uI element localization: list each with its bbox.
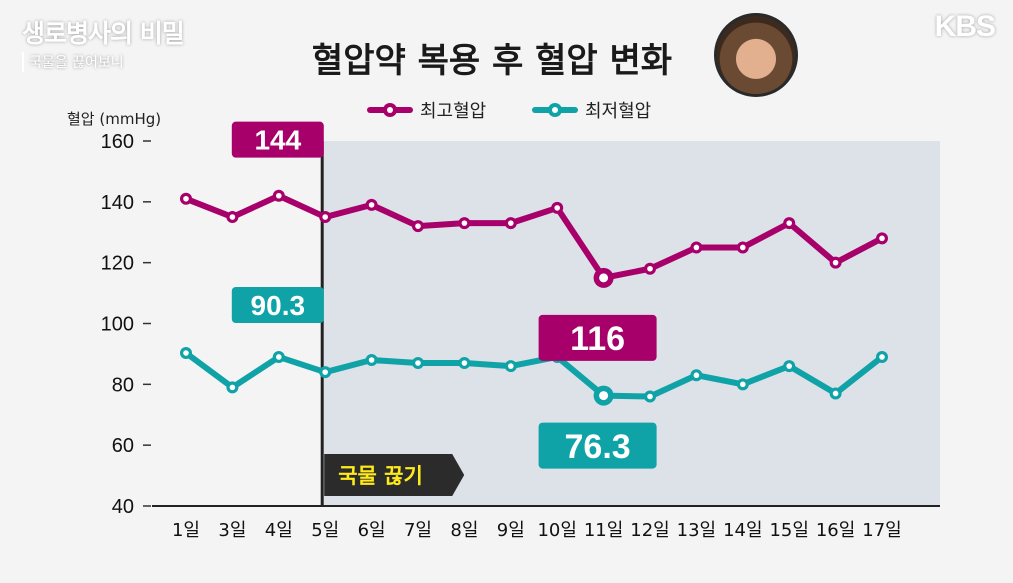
x-tick-label: 10일 xyxy=(537,520,576,541)
data-point-center xyxy=(322,214,329,220)
chart-title: 혈압약 복용 후 혈압 변화 xyxy=(312,41,672,81)
data-point-center xyxy=(599,391,609,401)
x-tick-label: 14일 xyxy=(723,520,762,541)
data-point-center xyxy=(693,244,700,251)
data-point-center xyxy=(415,360,421,366)
data-point-center xyxy=(183,350,189,356)
series-line xyxy=(183,192,885,281)
x-tick-label: 12일 xyxy=(630,520,669,541)
legend-label: 최고혈압 xyxy=(420,101,486,122)
x-tick-label: 13일 xyxy=(677,520,716,541)
value-callout: 90.3 xyxy=(251,290,306,321)
y-tick-label: 100 xyxy=(101,314,134,336)
value-callout-box xyxy=(231,121,324,158)
value-callout-box xyxy=(538,422,657,469)
data-point-center xyxy=(461,220,468,226)
x-tick-label: 5일 xyxy=(311,520,339,541)
data-point-center xyxy=(322,369,329,375)
data-point-center xyxy=(740,381,746,388)
data-point-center xyxy=(368,357,375,363)
data-point-center xyxy=(368,202,375,208)
data-point-center xyxy=(693,372,700,379)
data-point-center xyxy=(508,363,514,369)
x-tick-label: 6일 xyxy=(358,520,386,541)
x-tick-label: 17일 xyxy=(862,520,901,541)
x-tick-label: 16일 xyxy=(816,520,855,541)
data-point-center xyxy=(276,192,282,199)
data-point-center xyxy=(554,205,560,211)
x-tick-label: 11일 xyxy=(584,520,623,541)
y-tick-label: 160 xyxy=(101,131,134,153)
x-tick-label: 8일 xyxy=(450,520,478,541)
y-tick-label: 40 xyxy=(112,496,134,518)
x-tick-label: 4일 xyxy=(265,520,293,541)
y-tick-label: 60 xyxy=(112,435,134,457)
marker-label: 국물 끊기 xyxy=(338,464,423,488)
value-callout: 116 xyxy=(570,320,625,358)
program-title: 생로병사의 비밀 xyxy=(22,19,185,48)
data-point-center xyxy=(879,235,885,242)
program-logo: 생로병사의 비밀 국물을 끊어보니 xyxy=(22,14,185,72)
data-point-center xyxy=(832,259,839,266)
legend-label: 최저혈압 xyxy=(585,101,651,122)
data-point-center xyxy=(415,223,421,229)
series-line xyxy=(183,350,885,400)
x-tick-label: 7일 xyxy=(404,520,432,541)
value-callout-box xyxy=(231,287,324,324)
data-point-center xyxy=(647,265,653,272)
value-callout-box xyxy=(538,314,657,361)
data-point-center xyxy=(229,384,236,391)
data-point-center xyxy=(786,363,792,369)
x-tick-label: 15일 xyxy=(769,520,808,541)
value-callout: 144 xyxy=(254,125,301,156)
data-point-center xyxy=(229,214,236,220)
presenter-avatar xyxy=(714,13,798,97)
data-point-center xyxy=(832,390,839,397)
broadcaster-logo: KBS xyxy=(934,10,996,43)
legend-marker-center xyxy=(552,107,558,113)
y-tick-label: 80 xyxy=(112,374,134,396)
y-tick-label: 120 xyxy=(101,253,134,275)
plot-area: 40 60 80 100 120 140 160 1일 3일 4일 5일 6일 7일 8일 9일 10일 11일… xyxy=(101,121,940,541)
x-tick-label: 3일 xyxy=(218,520,246,541)
data-point-center xyxy=(508,220,514,226)
data-point-center xyxy=(786,220,792,226)
marker-label-box xyxy=(324,454,465,496)
value-callout: 76.3 xyxy=(565,428,631,466)
data-point-center xyxy=(461,360,468,366)
data-point-center xyxy=(183,195,189,202)
program-subtitle: 국물을 끊어보니 xyxy=(22,52,184,72)
data-point-center xyxy=(276,354,282,360)
data-point-center xyxy=(740,244,746,251)
legend: 최고혈압 최저혈압 xyxy=(367,101,651,122)
y-tick-label: 140 xyxy=(101,192,134,214)
data-point-center xyxy=(647,393,653,400)
data-point-center xyxy=(599,273,609,283)
legend-marker-center xyxy=(387,107,393,113)
y-axis-label: 혈압 (mmHg) xyxy=(67,110,161,128)
data-point-center xyxy=(879,354,885,360)
x-tick-label: 9일 xyxy=(497,520,525,541)
x-tick-label: 1일 xyxy=(172,520,200,541)
